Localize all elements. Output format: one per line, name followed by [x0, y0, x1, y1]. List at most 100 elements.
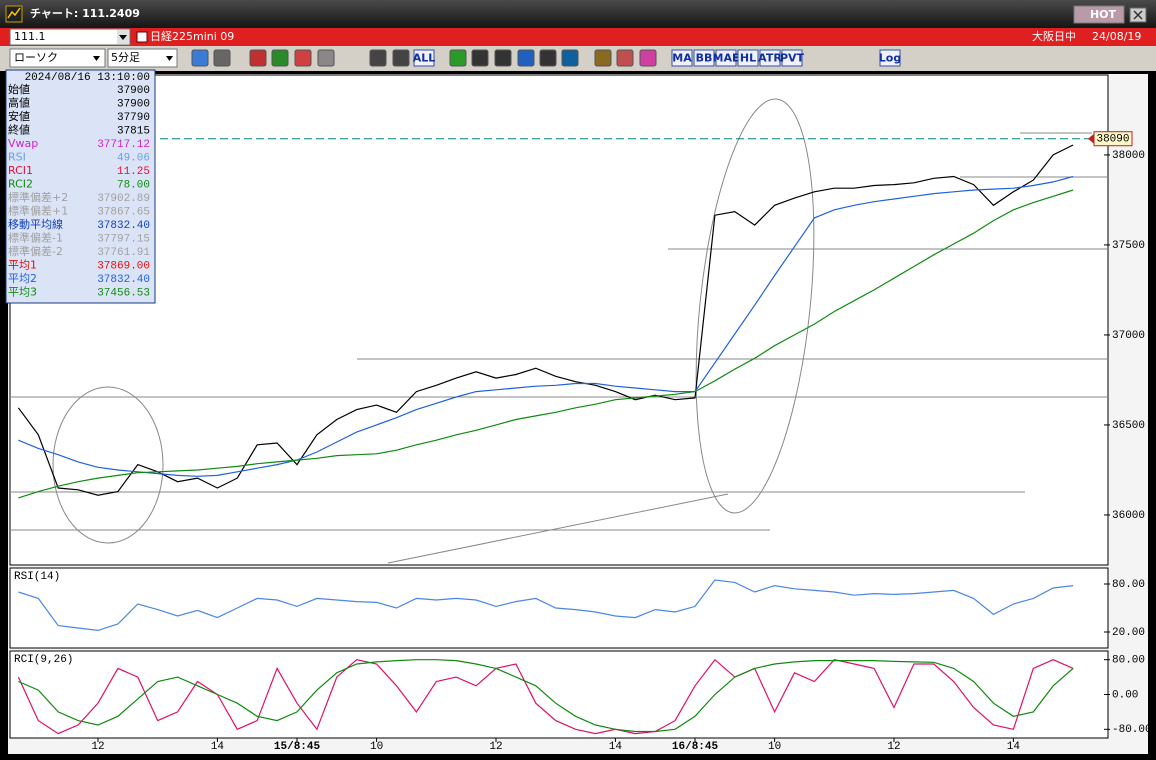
- tool-button-label[interactable]: MAE: [713, 52, 740, 65]
- info-label: 始値: [8, 82, 30, 96]
- series-line: [17, 144, 1074, 496]
- tool-icon[interactable]: [213, 49, 231, 67]
- tool-button-label[interactable]: MA: [672, 52, 692, 65]
- title-bar: [0, 0, 1156, 28]
- tool-icon[interactable]: [191, 49, 209, 67]
- info-value: 37761.91: [97, 247, 150, 259]
- info-value: 37900: [117, 98, 150, 110]
- diagonal-line: [387, 493, 729, 564]
- info-value: 37797.15: [97, 233, 150, 245]
- last-price-pointer: [1088, 133, 1094, 144]
- tool-button-label[interactable]: HL: [740, 52, 756, 65]
- interval-text[interactable]: 5分足: [111, 51, 140, 64]
- dropdown-arrow[interactable]: [119, 35, 127, 40]
- tool-button[interactable]: [693, 49, 715, 67]
- y-tick-label: 0.00: [1112, 689, 1138, 701]
- tool-icon[interactable]: [539, 49, 557, 67]
- tool-button-label[interactable]: PVT: [780, 52, 805, 65]
- series-line: [18, 189, 1074, 499]
- tool-icon[interactable]: [517, 49, 535, 67]
- tool-icon[interactable]: [639, 49, 657, 67]
- info-label: 標準偏差+2: [8, 190, 68, 204]
- main-plot: [9, 74, 1109, 566]
- style-arrow[interactable]: [93, 56, 100, 61]
- info-value: 37902.89: [97, 193, 150, 205]
- y-tick-label: 36000: [1112, 510, 1145, 522]
- tool-button[interactable]: [737, 49, 759, 67]
- tool-button[interactable]: [759, 49, 781, 67]
- tool-icon[interactable]: [471, 49, 489, 67]
- market-name: 大阪日中: [1032, 29, 1076, 43]
- tool-icon[interactable]: [249, 49, 267, 67]
- header-date: 24/08/19: [1092, 30, 1141, 43]
- info-value: 37456.53: [97, 287, 150, 299]
- tool-button-label[interactable]: ALL: [413, 52, 436, 65]
- tool-icon[interactable]: [616, 49, 634, 67]
- x-tick-label: 10: [768, 741, 781, 753]
- tool-button[interactable]: [413, 49, 435, 67]
- y-tick-label: 80.00: [1112, 579, 1145, 591]
- tool-button[interactable]: [715, 49, 737, 67]
- tool-button-label[interactable]: BB: [696, 52, 713, 65]
- rci-plot: [9, 650, 1109, 739]
- info-label: 平均3: [8, 286, 37, 299]
- info-label: 平均1: [8, 259, 37, 272]
- info-label: RCI2: [8, 178, 33, 191]
- y-tick-label: 20.00: [1112, 627, 1145, 639]
- tool-icon[interactable]: [594, 49, 612, 67]
- x-tick-label: 12: [887, 741, 900, 753]
- x-tick-label: 14: [609, 741, 623, 753]
- symbol-bar: [0, 28, 1156, 46]
- code-dropdown[interactable]: [9, 28, 131, 46]
- info-value: 78.00: [117, 179, 150, 191]
- info-value: 37867.65: [97, 206, 150, 218]
- interval-arrow[interactable]: [166, 56, 173, 61]
- last-price-label: 38090: [1096, 134, 1129, 146]
- tool-icon[interactable]: [271, 49, 289, 67]
- hot-label[interactable]: HOT: [1090, 8, 1117, 21]
- plots: 38000 37500 37000 36500 36000 38090 12 14 15/8:4…: [14, 131, 1152, 753]
- info-label: RCI1: [8, 164, 33, 177]
- style-text[interactable]: ローソク: [14, 51, 58, 64]
- info-label: 高値: [8, 96, 30, 110]
- tool-icon[interactable]: [369, 49, 387, 67]
- series-line: [18, 659, 1074, 733]
- info-value: 37869.00: [97, 260, 150, 272]
- ellipse: [695, 98, 815, 514]
- app-icon-glyph: [7, 7, 21, 19]
- series-line: [17, 658, 1074, 735]
- info-value: 37790: [117, 112, 150, 124]
- ellipse: [52, 386, 164, 544]
- code-text[interactable]: 111.1: [14, 30, 46, 43]
- last-price-box: [1093, 131, 1133, 147]
- tool-icon[interactable]: [392, 49, 410, 67]
- info-label: 標準偏差-2: [8, 244, 63, 258]
- info-label: 平均2: [8, 272, 37, 285]
- window-title: チャート: 111.2409: [30, 7, 140, 20]
- panel-title: RSI(14): [14, 571, 60, 583]
- tool-icon[interactable]: [494, 49, 512, 67]
- tool-button-label[interactable]: ATR: [758, 52, 782, 65]
- interval-dropdown[interactable]: [107, 48, 178, 68]
- series-line: [18, 175, 1074, 477]
- y-tick-label: 38000: [1112, 150, 1145, 162]
- trend-lines: [10, 98, 1108, 564]
- info-value: 49.06: [117, 152, 150, 164]
- style-dropdown[interactable]: [9, 48, 106, 68]
- hot-button[interactable]: [1073, 5, 1125, 24]
- tool-button[interactable]: [671, 49, 693, 67]
- tool-button[interactable]: [879, 49, 901, 67]
- tool-icon[interactable]: [561, 49, 579, 67]
- info-value: 37900: [117, 85, 150, 97]
- tool-button[interactable]: [781, 49, 803, 67]
- tool-icon[interactable]: [317, 49, 335, 67]
- y-tick-label: 37500: [1112, 240, 1145, 252]
- tool-icon[interactable]: [449, 49, 467, 67]
- info-rows: 始値 37900 高値 37900 安値 37790 終値 37815 Vwap 37717.12…: [8, 82, 150, 299]
- tool-button-label[interactable]: Log: [879, 52, 901, 65]
- tool-icon[interactable]: [294, 49, 312, 67]
- series-line: [18, 579, 1074, 632]
- close-icon[interactable]: [1133, 10, 1143, 20]
